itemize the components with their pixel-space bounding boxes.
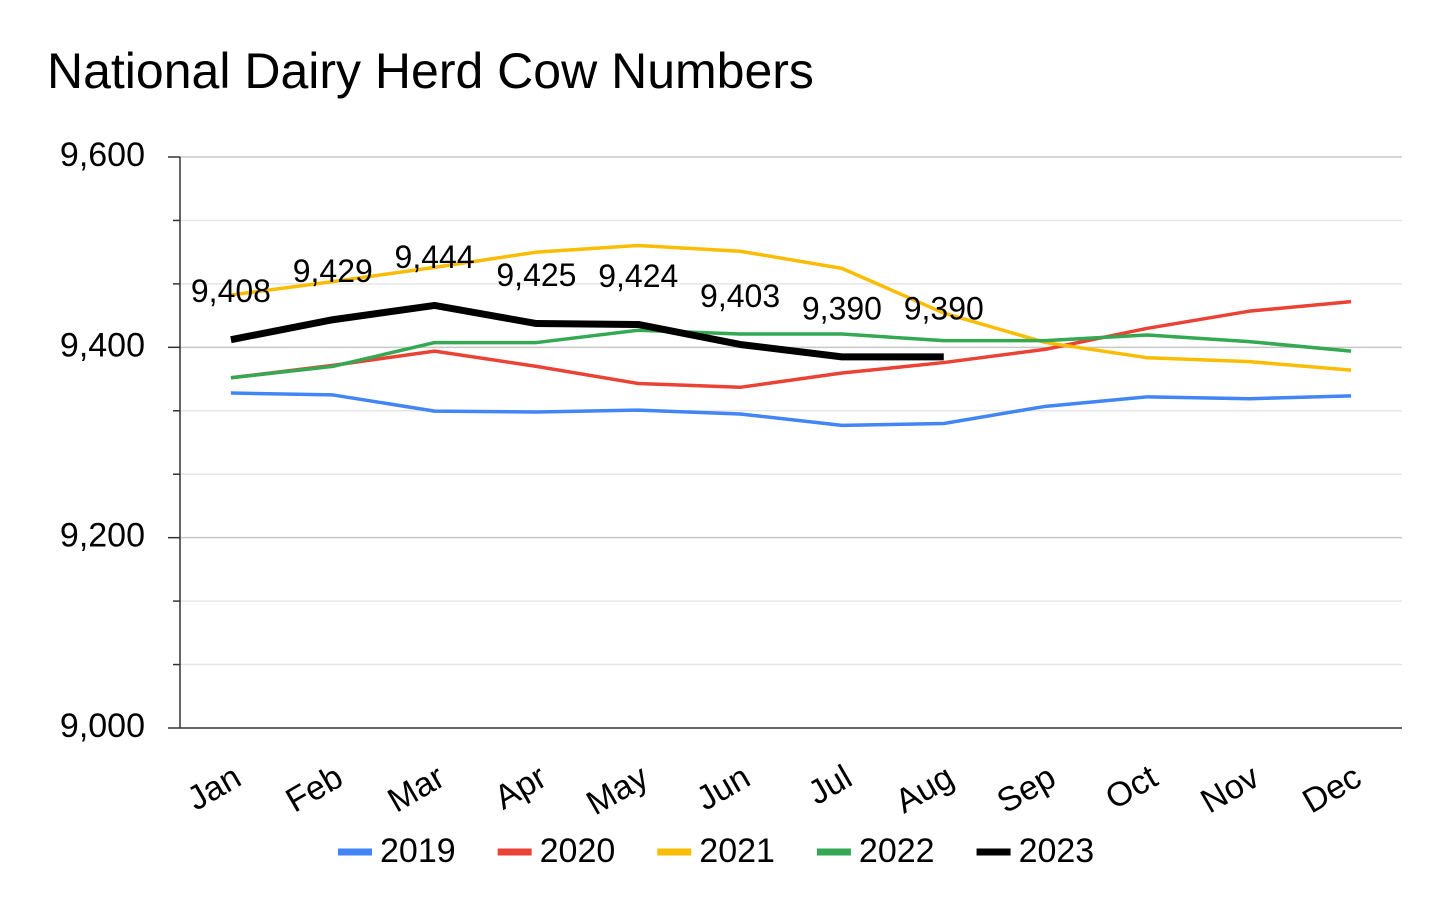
x-tick-label: Mar [381, 758, 451, 820]
y-tick-label: 9,600 [60, 136, 145, 174]
x-tick-label: Feb [279, 758, 349, 820]
data-label: 9,429 [293, 253, 373, 289]
series-line [230, 301, 944, 361]
x-tick-label: Jul [802, 758, 859, 813]
x-tick-label: May [580, 758, 655, 823]
data-label: 9,390 [802, 290, 882, 326]
data-label: 9,408 [191, 273, 271, 309]
y-tick-label: 9,200 [60, 517, 145, 555]
series-line [230, 328, 1352, 380]
data-label: 9,444 [395, 239, 475, 275]
x-tick-label: Aug [889, 758, 960, 821]
legend-label: 2019 [380, 832, 456, 870]
y-tick-label: 9,000 [60, 707, 145, 745]
x-tick-label: Dec [1296, 758, 1367, 821]
x-tick-label: Nov [1194, 758, 1265, 821]
x-tick-label: Oct [1099, 758, 1164, 818]
legend-label: 2023 [1019, 832, 1095, 870]
data-label: 9,390 [904, 290, 984, 326]
x-tick-label: Jun [690, 758, 756, 818]
chart-title: National Dairy Herd Cow Numbers [47, 43, 814, 99]
legend-label: 2021 [699, 832, 775, 870]
data-label: 9,403 [700, 278, 780, 314]
y-tick-label: 9,400 [60, 326, 145, 364]
x-tick-label: Jan [181, 758, 247, 818]
x-tick-label: Sep [991, 758, 1062, 821]
legend-label: 2022 [859, 832, 935, 870]
data-label: 9,424 [598, 258, 678, 294]
legend-label: 2020 [540, 832, 616, 870]
x-tick-label: Apr [488, 758, 553, 817]
series-line [230, 243, 1352, 372]
series-line [230, 391, 1352, 428]
data-label: 9,425 [496, 257, 576, 293]
series-line [230, 299, 1352, 390]
